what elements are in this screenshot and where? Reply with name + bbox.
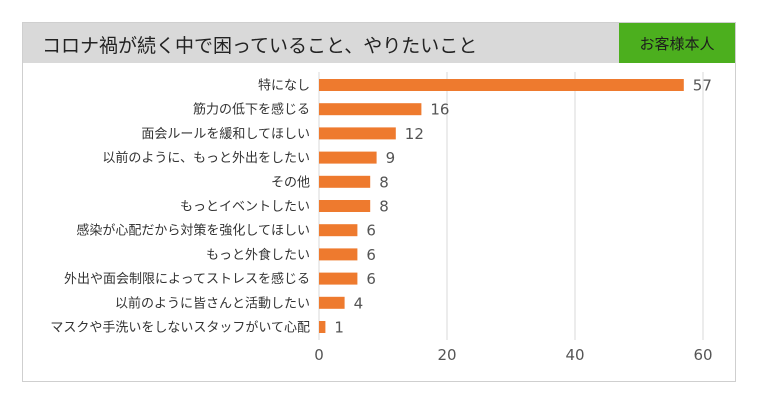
bar	[319, 321, 326, 333]
category-label: 面会ルールを緩和してほしい	[141, 127, 310, 142]
value-label: 1	[334, 319, 344, 337]
x-tick-label: 0	[314, 346, 324, 364]
category-label: もっとイベントしたい	[180, 200, 310, 215]
grid-lines	[318, 72, 704, 340]
category-label: 以前のように皆さんと活動したい	[115, 295, 310, 311]
bars	[319, 79, 684, 333]
category-label: その他	[271, 175, 310, 190]
bar	[319, 175, 371, 188]
chart-title: コロナ禍が続く中で困っていること、やりたいこと	[42, 35, 478, 57]
category-label: 感染が心配だから対策を強化してほしい	[76, 223, 310, 239]
value-label: 12	[405, 125, 424, 143]
x-tick-label: 60	[693, 346, 712, 364]
value-label: 16	[430, 101, 449, 119]
bar	[319, 200, 371, 212]
category-label: 筋力の低下を感じる	[193, 102, 310, 118]
value-label: 8	[379, 198, 389, 216]
category-label: 以前のように、もっと外出をしたい	[102, 150, 310, 166]
value-label: 4	[354, 294, 364, 312]
bar	[319, 272, 358, 285]
bar	[319, 248, 358, 261]
x-tick-label: 40	[565, 346, 584, 364]
category-label: 外出や面会制限によってストレスを感じる	[64, 271, 310, 287]
value-label: 8	[379, 173, 389, 191]
value-label: 6	[366, 270, 376, 288]
bar	[319, 79, 684, 91]
bar	[319, 296, 345, 309]
value-label: 6	[366, 222, 376, 240]
x-tick-label: 20	[437, 346, 456, 364]
category-label: 特になし	[258, 79, 310, 94]
bar	[319, 103, 422, 116]
category-label: マスクや手洗いをしないスタッフがいて心配	[50, 321, 310, 336]
value-label: 57	[693, 77, 712, 95]
x-tick-labels: 0 20 40 60	[314, 346, 712, 364]
value-label: 9	[386, 149, 396, 167]
category-labels: 特になし筋力の低下を感じる面会ルールを緩和してほしい以前のように、もっと外出をし…	[50, 79, 310, 336]
chart-header: コロナ禍が続く中で困っていること、やりたいこと	[23, 23, 619, 63]
bar	[319, 151, 377, 164]
bar	[319, 127, 396, 140]
bar	[319, 224, 358, 237]
category-label: もっと外食したい	[206, 247, 310, 263]
respondent-badge: お客様本人	[619, 23, 735, 63]
value-label: 6	[366, 246, 376, 264]
